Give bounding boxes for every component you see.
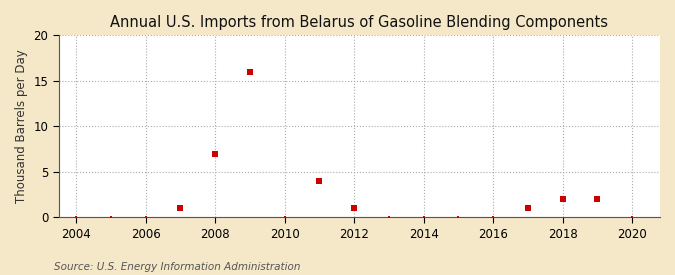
Point bbox=[140, 215, 151, 219]
Point bbox=[522, 206, 533, 210]
Point bbox=[210, 152, 221, 156]
Text: Source: U.S. Energy Information Administration: Source: U.S. Energy Information Administ… bbox=[54, 262, 300, 272]
Point bbox=[279, 215, 290, 219]
Point bbox=[558, 197, 568, 201]
Point bbox=[175, 206, 186, 210]
Point bbox=[349, 206, 360, 210]
Point bbox=[105, 215, 116, 219]
Point bbox=[453, 215, 464, 219]
Y-axis label: Thousand Barrels per Day: Thousand Barrels per Day bbox=[15, 50, 28, 203]
Point bbox=[71, 215, 82, 219]
Point bbox=[627, 215, 638, 219]
Point bbox=[244, 70, 255, 74]
Point bbox=[592, 197, 603, 201]
Point bbox=[383, 215, 394, 219]
Title: Annual U.S. Imports from Belarus of Gasoline Blending Components: Annual U.S. Imports from Belarus of Gaso… bbox=[111, 15, 608, 30]
Point bbox=[418, 215, 429, 219]
Point bbox=[488, 215, 499, 219]
Point bbox=[314, 179, 325, 183]
